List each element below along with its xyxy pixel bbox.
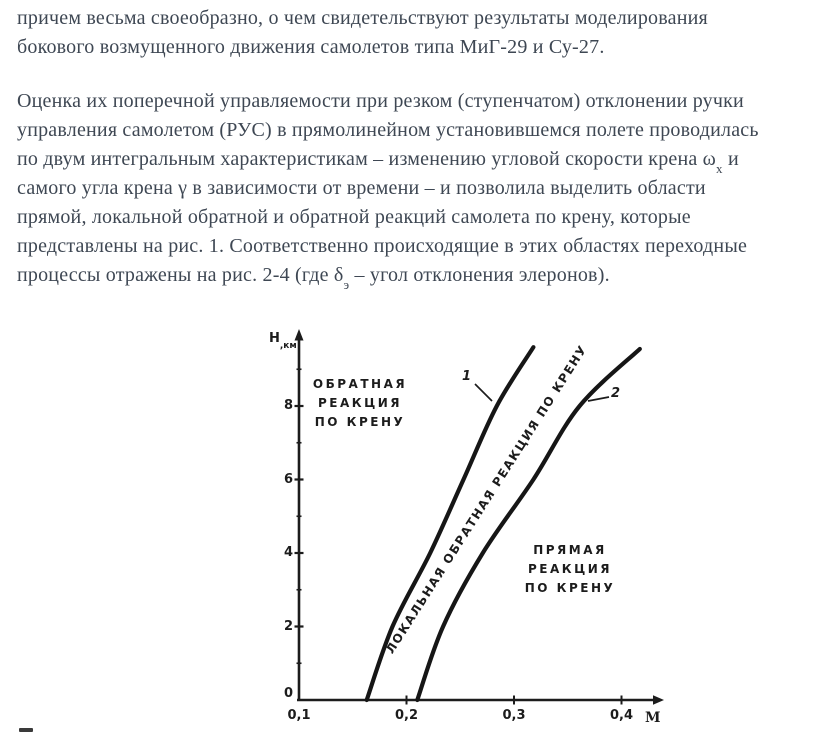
text-segment: по двум интегральным характеристикам – и… [17, 148, 717, 170]
omega-x-subscript: x [716, 161, 723, 176]
curve-2-leader-line [587, 396, 610, 402]
y-axis-arrow-icon [294, 329, 304, 341]
region-label-direct-reaction: ПРЯМАЯ РЕАКЦИЯ ПО КРЕНУ [490, 541, 650, 598]
y-tick-label: 4 [283, 545, 293, 560]
x-axis-title: М [645, 710, 661, 726]
region-label-line: РЕАКЦИЯ [527, 562, 612, 576]
clipped-text-fragment [19, 728, 33, 732]
axes [294, 329, 664, 705]
text-segment: процессы отражены на рис. 2-4 (где δ [17, 264, 344, 286]
x-tick-label: 0,4 [609, 708, 634, 723]
text-segment: и [722, 148, 739, 170]
x-tick-label: 0,3 [502, 708, 526, 723]
y-tick-label: 2 [283, 618, 293, 634]
curve-1 [364, 345, 536, 703]
region-label-reverse-reaction: ОБРАТНАЯ РЕАКЦИЯ ПО КРЕНУ [280, 375, 440, 432]
y-axis-title-main: Н [269, 331, 280, 346]
figure-1: Н,км М ОБРАТНАЯ РЕАКЦИЯ ПО КРЕНУ ЛОКАЛЬН… [268, 328, 704, 732]
text-line: управления самолетом (РУС) в прямолинейн… [17, 119, 759, 141]
y-tick-label: 8 [283, 398, 293, 413]
text-line: причем весьма своеобразно, о чем свидете… [17, 7, 708, 29]
text-line: по двум интегральным характеристикам – и… [17, 145, 827, 176]
paragraph-1: причем весьма своеобразно, о чем свидете… [17, 4, 827, 62]
y-tick-label: 0 [283, 686, 293, 701]
text-line: Оценка их поперечной управляемости при р… [17, 90, 744, 112]
delta-e-subscript: э [343, 277, 350, 292]
text-line: прямой, локальной обратной и обратной ре… [17, 206, 691, 228]
article-text: причем весьма своеобразно, о чем свидете… [17, 0, 827, 292]
curve-1-number-label: 1 [462, 369, 472, 384]
text-line: представлены на рис. 1. Соответственно п… [17, 235, 748, 257]
y-axis-title-units: ,км [279, 340, 297, 351]
text-line: самого угла крена γ в зависимости от вре… [17, 177, 706, 199]
ticks-group [294, 368, 623, 705]
chart-canvas [294, 329, 664, 705]
region-label-line: РЕАКЦИЯ [317, 396, 402, 410]
x-axis-arrow-icon [653, 695, 664, 705]
y-axis-title: Н,км [269, 331, 297, 351]
text-segment: – угол отклонения элеронов). [349, 264, 610, 286]
region-label-line: ОБРАТНАЯ [312, 377, 408, 391]
region-label-line: ПО КРЕНУ [524, 581, 616, 595]
text-line: процессы отражены на рис. 2-4 (где δэ – … [17, 261, 827, 292]
curve-1-leader-line [474, 383, 493, 402]
region-label-line: ПО КРЕНУ [314, 415, 406, 429]
y-tick-label: 6 [283, 471, 293, 487]
x-tick-label: 0,1 [287, 708, 311, 723]
curve-2-number-label: 2 [611, 386, 621, 401]
curve-2 [415, 346, 642, 703]
region-label-line: ПРЯМАЯ [533, 543, 607, 557]
x-tick-label: 0,2 [394, 708, 419, 723]
text-line: бокового возмущенного движения самолетов… [17, 36, 605, 58]
paragraph-2: Оценка их поперечной управляемости при р… [17, 87, 827, 292]
